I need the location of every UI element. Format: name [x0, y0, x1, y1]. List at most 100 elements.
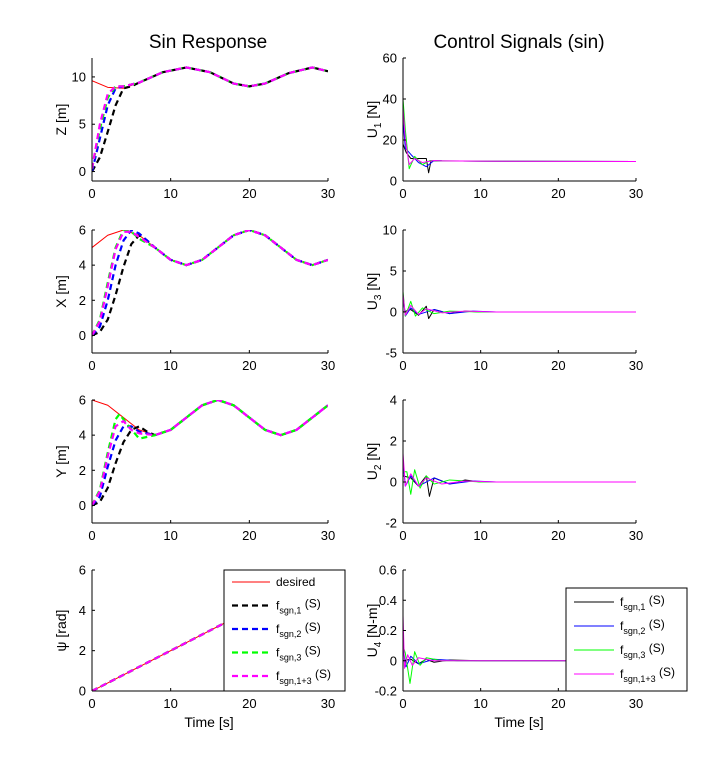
- legend-entry: fsgn,1 (S): [276, 597, 321, 616]
- subplot-y: 0 10 20 30 0 2 4 6 Y [m]: [53, 393, 335, 544]
- y-tick-label: 0: [79, 164, 86, 179]
- x-tick-label: 30: [321, 186, 335, 201]
- x-tick-label: 0: [88, 528, 95, 543]
- x-tick-label: 30: [629, 528, 643, 543]
- y-tick-label: 5: [79, 117, 86, 132]
- series-line-sgn13: [92, 230, 328, 336]
- y-tick-label: 6: [79, 223, 86, 238]
- x-tick-label: 10: [473, 186, 487, 201]
- series-group: [403, 98, 636, 174]
- series-line-sgn1: [92, 230, 328, 337]
- y-axis-label: U4 [N-m]: [364, 604, 384, 658]
- series-line-sgn13: [403, 453, 636, 487]
- y-tick-label: 2: [390, 434, 397, 449]
- y-axis-label: U3 [N]: [364, 273, 384, 310]
- y-axis-label: X [m]: [53, 275, 69, 308]
- series-line-sgn2: [92, 66, 328, 172]
- series-line-desired: [92, 400, 328, 436]
- y-tick-label: 6: [79, 393, 86, 408]
- legend-entry: fsgn,1+3 (S): [276, 667, 331, 686]
- x-tick-label: 10: [163, 186, 177, 201]
- subplot-u4: 0 10 20 30-0.200.20.40.6U4 [N-m]: [364, 563, 643, 712]
- x-tick-label: 0: [399, 358, 406, 373]
- y-tick-label: 10: [383, 223, 397, 238]
- x-tick-label: 0: [399, 696, 406, 711]
- subplot-u1: 0 10 20 30 0 20 40 60 U1 [N]: [364, 51, 643, 202]
- legend-right: fsgn,1 (S) fsgn,2 (S) fsgn,3 (S) fsgn,1+3 (…: [565, 587, 688, 692]
- y-tick-label: 0: [79, 498, 86, 513]
- series-group: [403, 291, 636, 320]
- y-axis-label: Y [m]: [53, 445, 69, 477]
- x-tick-label: 30: [629, 358, 643, 373]
- series-group: [403, 615, 636, 684]
- right-column-title: Control Signals (sin): [433, 32, 604, 53]
- series-line-sgn1: [92, 400, 328, 507]
- x-tick-label: 10: [473, 696, 487, 711]
- legend-entry: desired: [276, 575, 315, 589]
- x-tick-label: 10: [163, 528, 177, 543]
- y-tick-label: 0: [390, 174, 397, 189]
- y-axis-label: Z [m]: [53, 104, 69, 136]
- x-tick-label: 0: [88, 186, 95, 201]
- y-tick-label: 0: [390, 653, 397, 668]
- y-tick-label: 4: [79, 258, 86, 273]
- y-tick-label: 2: [79, 463, 86, 478]
- y-tick-label: 60: [383, 51, 397, 66]
- y-axis-label: U2 [N]: [364, 443, 384, 480]
- series-line-sgn1: [92, 66, 328, 173]
- y-tick-label: 0: [390, 475, 397, 490]
- y-tick-label: 0: [79, 684, 86, 699]
- legend-entry: fsgn,2 (S): [620, 617, 665, 636]
- legend-entry: fsgn,1+3 (S): [620, 665, 675, 684]
- y-tick-label: 0: [79, 328, 86, 343]
- series-line-desired: [92, 66, 328, 89]
- y-tick-label: 2: [79, 643, 86, 658]
- series-line-sgn3: [403, 98, 636, 170]
- y-tick-label: 4: [79, 428, 86, 443]
- series-line-sgn3: [92, 66, 328, 169]
- x-tick-label: 0: [88, 358, 95, 373]
- series-line-sgn2: [92, 230, 328, 337]
- y-tick-label: 40: [383, 92, 397, 107]
- y-tick-label: -0.2: [375, 684, 397, 699]
- series-line-sgn13: [403, 107, 636, 166]
- x-tick-label: 10: [163, 696, 177, 711]
- y-tick-label: 4: [390, 393, 397, 408]
- subplot-x: 0 10 20 30 0 2 4 6 X [m]: [53, 223, 335, 374]
- y-tick-label: 4: [79, 603, 86, 618]
- x-tick-label: 30: [321, 696, 335, 711]
- series-line-desired: [92, 230, 328, 266]
- series-group: [92, 400, 328, 507]
- x-tick-label: 30: [629, 696, 643, 711]
- legend-left: desired fsgn,1 (S) fsgn,2 (S) fsgn,3 (S) fsg…: [223, 569, 346, 692]
- subplot-z: 0 10 20 30 0 5 10 Z [m]: [53, 58, 335, 201]
- x-tick-label: 0: [399, 528, 406, 543]
- left-column-title: Sin Response: [149, 32, 267, 53]
- x-tick-label: 20: [242, 696, 256, 711]
- legend-entry: fsgn,3 (S): [276, 644, 321, 663]
- y-tick-label: 20: [383, 133, 397, 148]
- series-group: [403, 453, 636, 497]
- y-tick-label: -2: [385, 516, 397, 531]
- y-tick-label: 2: [79, 293, 86, 308]
- y-tick-label: 6: [79, 563, 86, 578]
- legend-box: [223, 569, 346, 692]
- x-tick-label: 20: [242, 186, 256, 201]
- x-tick-label: 10: [473, 358, 487, 373]
- series-line-sgn13: [92, 400, 328, 506]
- series-line-sgn1: [403, 143, 636, 174]
- legend-entry: fsgn,1 (S): [620, 593, 665, 612]
- x-tick-label: 0: [399, 186, 406, 201]
- x-tick-label: 20: [551, 186, 565, 201]
- series-line-sgn2: [403, 119, 636, 168]
- y-tick-label: 0.6: [379, 563, 397, 578]
- x-tick-label: 20: [242, 528, 256, 543]
- y-tick-label: 10: [72, 69, 86, 84]
- x-tick-label: 10: [163, 358, 177, 373]
- right-xlabel: Time [s]: [494, 714, 543, 730]
- x-tick-label: 0: [88, 696, 95, 711]
- y-axis-label: U1 [N]: [364, 101, 384, 138]
- x-tick-label: 30: [629, 186, 643, 201]
